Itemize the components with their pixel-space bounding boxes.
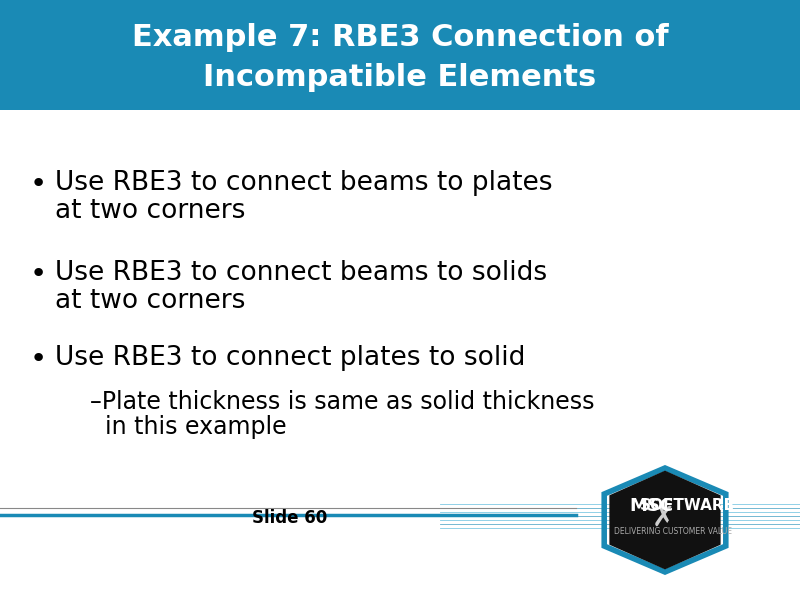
Text: Use RBE3 to connect plates to solid: Use RBE3 to connect plates to solid [55,345,526,371]
Text: DELIVERING CUSTOMER VALUE: DELIVERING CUSTOMER VALUE [614,527,732,536]
Text: –Plate thickness is same as solid thickness: –Plate thickness is same as solid thickn… [90,390,594,414]
Text: Slide 60: Slide 60 [252,509,328,527]
Text: MSC: MSC [629,497,673,515]
Text: in this example: in this example [90,415,286,439]
Text: Use RBE3 to connect beams to solids: Use RBE3 to connect beams to solids [55,260,547,286]
Text: •: • [30,260,46,288]
Text: •: • [30,170,46,198]
Text: SOFTWARE: SOFTWARE [639,499,734,514]
Text: at two corners: at two corners [55,288,246,314]
Text: Example 7: RBE3 Connection of: Example 7: RBE3 Connection of [132,23,668,52]
Text: •: • [30,345,46,373]
FancyBboxPatch shape [0,0,800,110]
Polygon shape [610,470,721,569]
Text: Incompatible Elements: Incompatible Elements [203,64,597,92]
Text: Use RBE3 to connect beams to plates: Use RBE3 to connect beams to plates [55,170,553,196]
Text: ✗: ✗ [651,504,674,532]
Text: at two corners: at two corners [55,198,246,224]
FancyBboxPatch shape [0,110,800,530]
